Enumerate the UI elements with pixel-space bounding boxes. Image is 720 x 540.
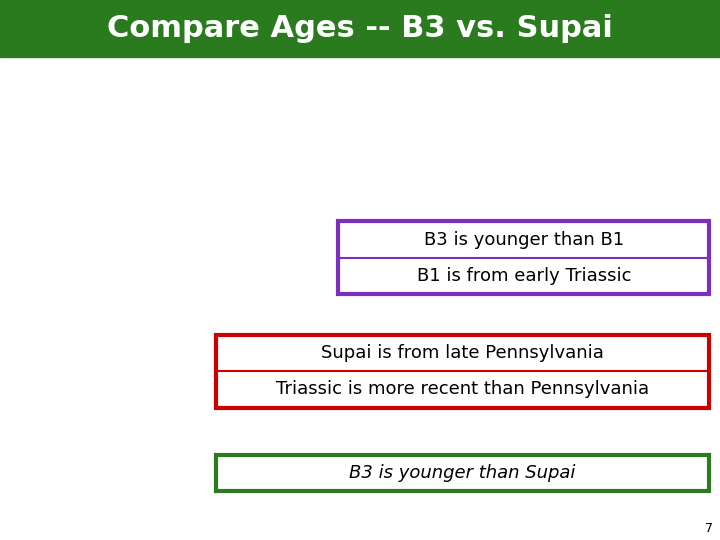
FancyBboxPatch shape: [0, 0, 720, 57]
Text: Triassic is more recent than Pennsylvania: Triassic is more recent than Pennsylvani…: [276, 381, 649, 399]
FancyBboxPatch shape: [216, 455, 709, 491]
FancyBboxPatch shape: [216, 335, 709, 408]
Text: B1 is from early Triassic: B1 is from early Triassic: [417, 267, 631, 285]
Text: Compare Ages -- B3 vs. Supai: Compare Ages -- B3 vs. Supai: [107, 14, 613, 43]
FancyBboxPatch shape: [338, 221, 709, 294]
Text: Supai is from late Pennsylvania: Supai is from late Pennsylvania: [321, 344, 604, 362]
Text: B3 is younger than Supai: B3 is younger than Supai: [349, 464, 576, 482]
Text: B3 is younger than B1: B3 is younger than B1: [424, 231, 624, 248]
Text: 7: 7: [705, 522, 713, 535]
